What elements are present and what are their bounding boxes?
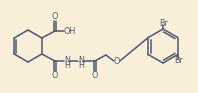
Text: O: O: [114, 57, 120, 65]
Text: O: O: [92, 71, 98, 80]
Text: H: H: [78, 61, 84, 70]
Text: Br: Br: [174, 56, 183, 65]
Text: H: H: [64, 61, 70, 70]
Text: N: N: [64, 56, 70, 65]
Text: N: N: [78, 56, 84, 65]
Text: O: O: [52, 71, 58, 80]
Text: Br: Br: [160, 19, 168, 28]
Text: O: O: [52, 12, 58, 21]
Text: OH: OH: [64, 27, 76, 36]
